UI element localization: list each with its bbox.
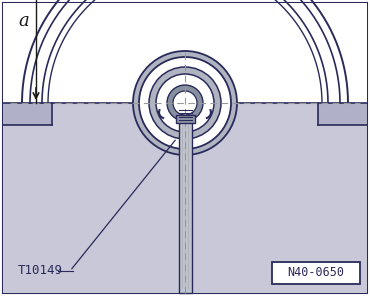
Circle shape — [173, 91, 197, 115]
Text: a: a — [18, 12, 29, 30]
Bar — [3, 103, 52, 125]
Text: T10149: T10149 — [18, 265, 63, 278]
Bar — [3, 103, 367, 293]
Circle shape — [139, 57, 231, 149]
Circle shape — [167, 85, 203, 121]
Circle shape — [149, 67, 221, 139]
Bar — [272, 262, 360, 284]
Bar — [178, 115, 192, 293]
Circle shape — [156, 74, 214, 132]
Bar — [175, 115, 195, 123]
Bar — [318, 103, 367, 125]
Text: N40-0650: N40-0650 — [287, 266, 344, 279]
Circle shape — [133, 51, 237, 155]
Bar — [3, 3, 367, 103]
